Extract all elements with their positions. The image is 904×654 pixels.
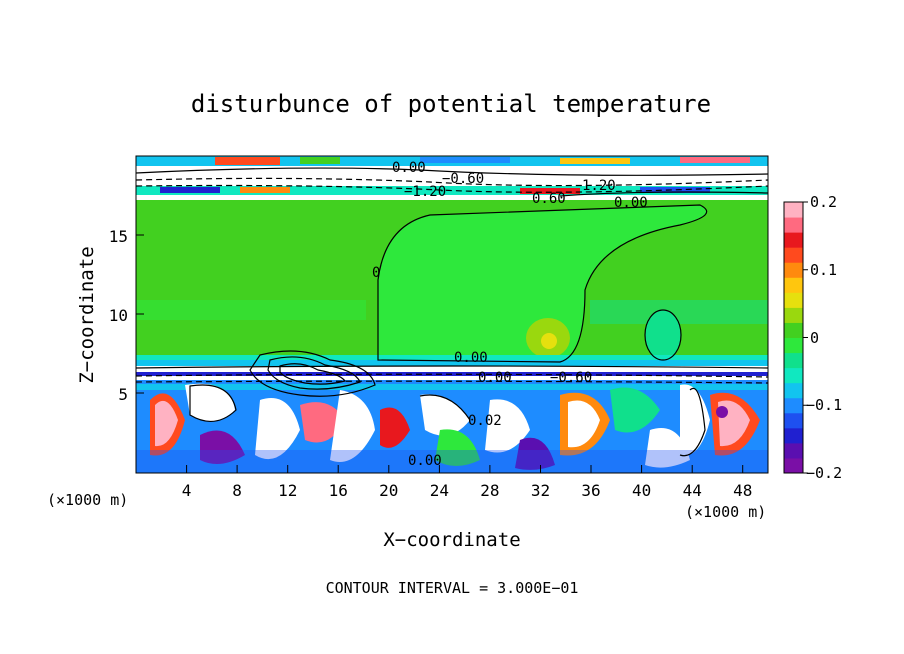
contour-label: 0.00: [392, 160, 426, 176]
contour-label: −0.60: [550, 370, 592, 386]
colorbar-cell: [784, 262, 803, 278]
plot-area: [136, 156, 768, 473]
colorbar-cell: [784, 232, 803, 248]
colorbar-cell: [784, 397, 803, 414]
contour-label: 0.60: [532, 191, 566, 207]
colorbar-label: 0: [810, 329, 819, 347]
x-tick-label: 8: [232, 481, 242, 500]
contour-label: 0.00: [454, 350, 488, 366]
colorbar-cell: [784, 352, 803, 369]
colorbar-cell: [784, 337, 803, 354]
x-tick-label: 24: [430, 481, 449, 500]
colorbar-cell: [784, 412, 803, 429]
x-tick-label: 32: [531, 481, 550, 500]
colorbar-cell: [784, 322, 803, 338]
x-tick-label: 4: [182, 481, 192, 500]
x-tick-label: 20: [379, 481, 398, 500]
colorbar-cell: [784, 202, 803, 218]
contour-interval-note: CONTOUR INTERVAL = 3.000E−01: [326, 579, 579, 597]
colorbar-cell: [784, 307, 803, 323]
colorbar-cell: [784, 277, 803, 293]
colorbar-label: −0.1: [806, 396, 842, 414]
contour-label: 0.02: [468, 413, 502, 429]
colorbar-cell: [784, 442, 803, 459]
y-axis-label: Z−coordinate: [76, 246, 98, 383]
x-tick-label: 16: [329, 481, 348, 500]
contour-label-group: 0.00 −0.60 −1.20 0.60 1.20 0.00 0.00 0 0…: [372, 160, 648, 469]
x-tick-label: 28: [480, 481, 499, 500]
colorbar-cell: [784, 382, 803, 399]
contour-label: −0.60: [442, 171, 484, 187]
x-tick-label: 44: [683, 481, 702, 500]
x-axis: 4 8 12 16 20 24 28 32 36 40 44 48 (×1000…: [47, 465, 766, 551]
contour-label: 0.00: [614, 195, 648, 211]
x-axis-label: X−coordinate: [383, 529, 520, 551]
contour-label: 0.00: [478, 370, 512, 386]
contour-label: 0.00: [408, 453, 442, 469]
colorbar-label: −0.2: [806, 464, 842, 482]
colorbar-label: 0.2: [810, 193, 837, 211]
contour-lines: [136, 167, 768, 457]
warm-blob: [378, 205, 707, 362]
x-tick-label: 36: [581, 481, 600, 500]
contour-label: −1.20: [404, 184, 446, 200]
colorbar-cell: [784, 427, 803, 444]
contour-label: 0: [372, 265, 380, 281]
y-tick-label: 5: [118, 385, 128, 404]
colorbar-cell: [784, 292, 803, 308]
x-tick-label: 40: [632, 481, 651, 500]
x-unit-right: (×1000 m): [685, 503, 766, 521]
colorbar-cell: [784, 457, 803, 474]
colorbar-cell: [784, 247, 803, 263]
colorbar-cell: [784, 217, 803, 233]
colorbar-cell: [784, 367, 803, 384]
x-tick-label: 48: [733, 481, 752, 500]
x-unit-left: (×1000 m): [47, 491, 128, 509]
y-tick-label: 15: [109, 227, 128, 246]
contour-label: 1.20: [582, 178, 616, 194]
colorbar-label: 0.1: [810, 261, 837, 279]
y-tick-label: 10: [109, 306, 128, 325]
x-tick-label: 12: [278, 481, 297, 500]
chart-title: disturbunce of potential temperature: [191, 90, 711, 118]
colorbar: 0.2 0.1 0 −0.1 −0.2: [783, 193, 842, 482]
y-axis: 5 10 15 Z−coordinate: [76, 227, 144, 404]
colorbar-cells: [784, 202, 803, 474]
